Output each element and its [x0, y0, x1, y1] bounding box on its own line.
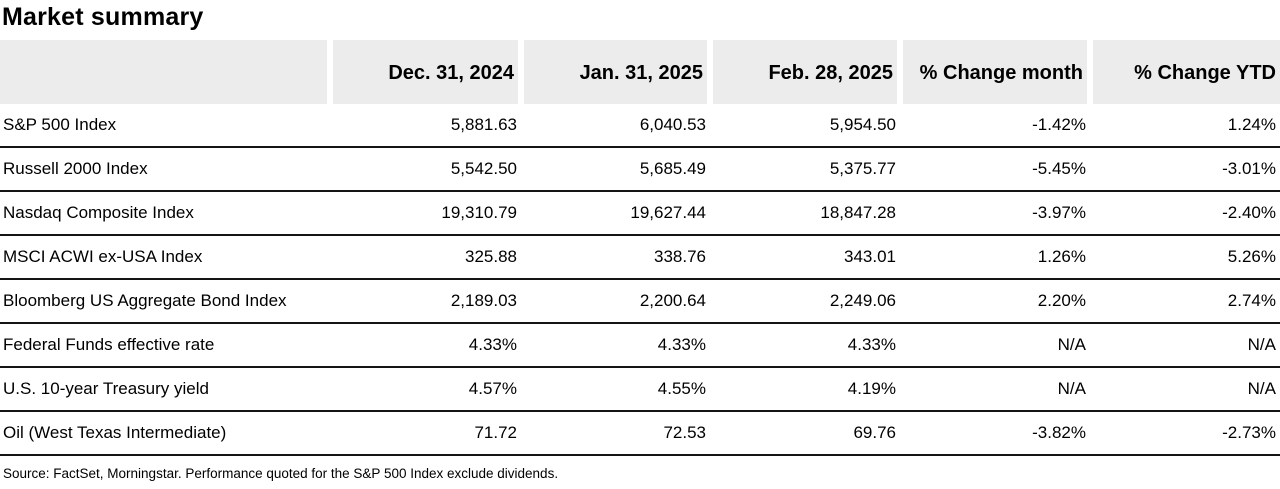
cell-value: N/A [1090, 367, 1280, 412]
cell-value: 343.01 [710, 235, 900, 280]
cell-value: 4.33% [330, 323, 521, 368]
column-header: % Change month [897, 40, 1090, 104]
column-header: Feb. 28, 2025 [707, 40, 900, 104]
cell-value: 5,685.49 [521, 147, 710, 192]
cell-value: 5,542.50 [330, 147, 521, 192]
cell-value: 71.72 [330, 411, 521, 456]
cell-value: -2.40% [1090, 191, 1280, 236]
cell-value: -5.45% [900, 147, 1090, 192]
cell-value: N/A [900, 323, 1090, 368]
table-row: U.S. 10-year Treasury yield 4.57% 4.55% 4.1… [0, 367, 1280, 412]
cell-value: 18,847.28 [710, 191, 900, 236]
row-label: MSCI ACWI ex-USA Index [0, 235, 330, 280]
cell-value: 72.53 [521, 411, 710, 456]
cell-value: -3.01% [1090, 147, 1280, 192]
cell-value: 4.57% [330, 367, 521, 412]
table-row: Oil (West Texas Intermediate) 71.72 72.53 6… [0, 411, 1280, 456]
cell-value: 2,200.64 [521, 279, 710, 324]
row-label: Russell 2000 Index [0, 147, 330, 192]
cell-value: 1.24% [1090, 104, 1280, 148]
cell-value: 2.20% [900, 279, 1090, 324]
row-label: Oil (West Texas Intermediate) [0, 411, 330, 456]
row-label: U.S. 10-year Treasury yield [0, 367, 330, 412]
column-header: Dec. 31, 2024 [327, 40, 521, 104]
table-row: MSCI ACWI ex-USA Index 325.88 338.76 343.01… [0, 235, 1280, 280]
cell-value: 4.33% [521, 323, 710, 368]
column-header: % Change YTD [1087, 40, 1280, 104]
column-header: Jan. 31, 2025 [518, 40, 710, 104]
cell-value: 2,249.06 [710, 279, 900, 324]
cell-value: 69.76 [710, 411, 900, 456]
cell-value: -3.97% [900, 191, 1090, 236]
cell-value: 5.26% [1090, 235, 1280, 280]
cell-value: 4.19% [710, 367, 900, 412]
row-label: Nasdaq Composite Index [0, 191, 330, 236]
table-body: S&P 500 Index 5,881.63 6,040.53 5,954.50 -1.… [0, 104, 1280, 456]
cell-value: -1.42% [900, 104, 1090, 148]
cell-value: 5,881.63 [330, 104, 521, 148]
page-title: Market summary [2, 3, 204, 31]
market-summary-table: Dec. 31, 2024 Jan. 31, 2025 Feb. 28, 2025%… [0, 40, 1280, 456]
cell-value: N/A [1090, 323, 1280, 368]
cell-value: 5,375.77 [710, 147, 900, 192]
table-row: S&P 500 Index 5,881.63 6,040.53 5,954.50 -1.… [0, 104, 1280, 148]
table-row: Bloomberg US Aggregate Bond Index 2,189.0… [0, 279, 1280, 324]
cell-value: 338.76 [521, 235, 710, 280]
cell-value: 2.74% [1090, 279, 1280, 324]
cell-value: 325.88 [330, 235, 521, 280]
cell-value: 5,954.50 [710, 104, 900, 148]
cell-value: N/A [900, 367, 1090, 412]
cell-value: -3.82% [900, 411, 1090, 456]
row-label: S&P 500 Index [0, 104, 330, 148]
cell-value: 6,040.53 [521, 104, 710, 148]
table-row: Nasdaq Composite Index 19,310.79 19,627.44… [0, 191, 1280, 236]
header-row: Dec. 31, 2024 Jan. 31, 2025 Feb. 28, 2025%… [0, 40, 1280, 104]
cell-value: 2,189.03 [330, 279, 521, 324]
cell-value: 1.26% [900, 235, 1090, 280]
row-label: Bloomberg US Aggregate Bond Index [0, 279, 330, 324]
row-label: Federal Funds effective rate [0, 323, 330, 368]
cell-value: 19,627.44 [521, 191, 710, 236]
cell-value: 4.33% [710, 323, 900, 368]
table-header: Dec. 31, 2024 Jan. 31, 2025 Feb. 28, 2025%… [0, 40, 1280, 104]
source-note: Source: FactSet, Morningstar. Performanc… [3, 466, 559, 481]
table-row: Russell 2000 Index 5,542.50 5,685.49 5,375.… [0, 147, 1280, 192]
table-row: Federal Funds effective rate 4.33% 4.33% 4.… [0, 323, 1280, 368]
cell-value: 19,310.79 [330, 191, 521, 236]
cell-value: -2.73% [1090, 411, 1280, 456]
cell-value: 4.55% [521, 367, 710, 412]
header-empty-cell [0, 40, 330, 104]
